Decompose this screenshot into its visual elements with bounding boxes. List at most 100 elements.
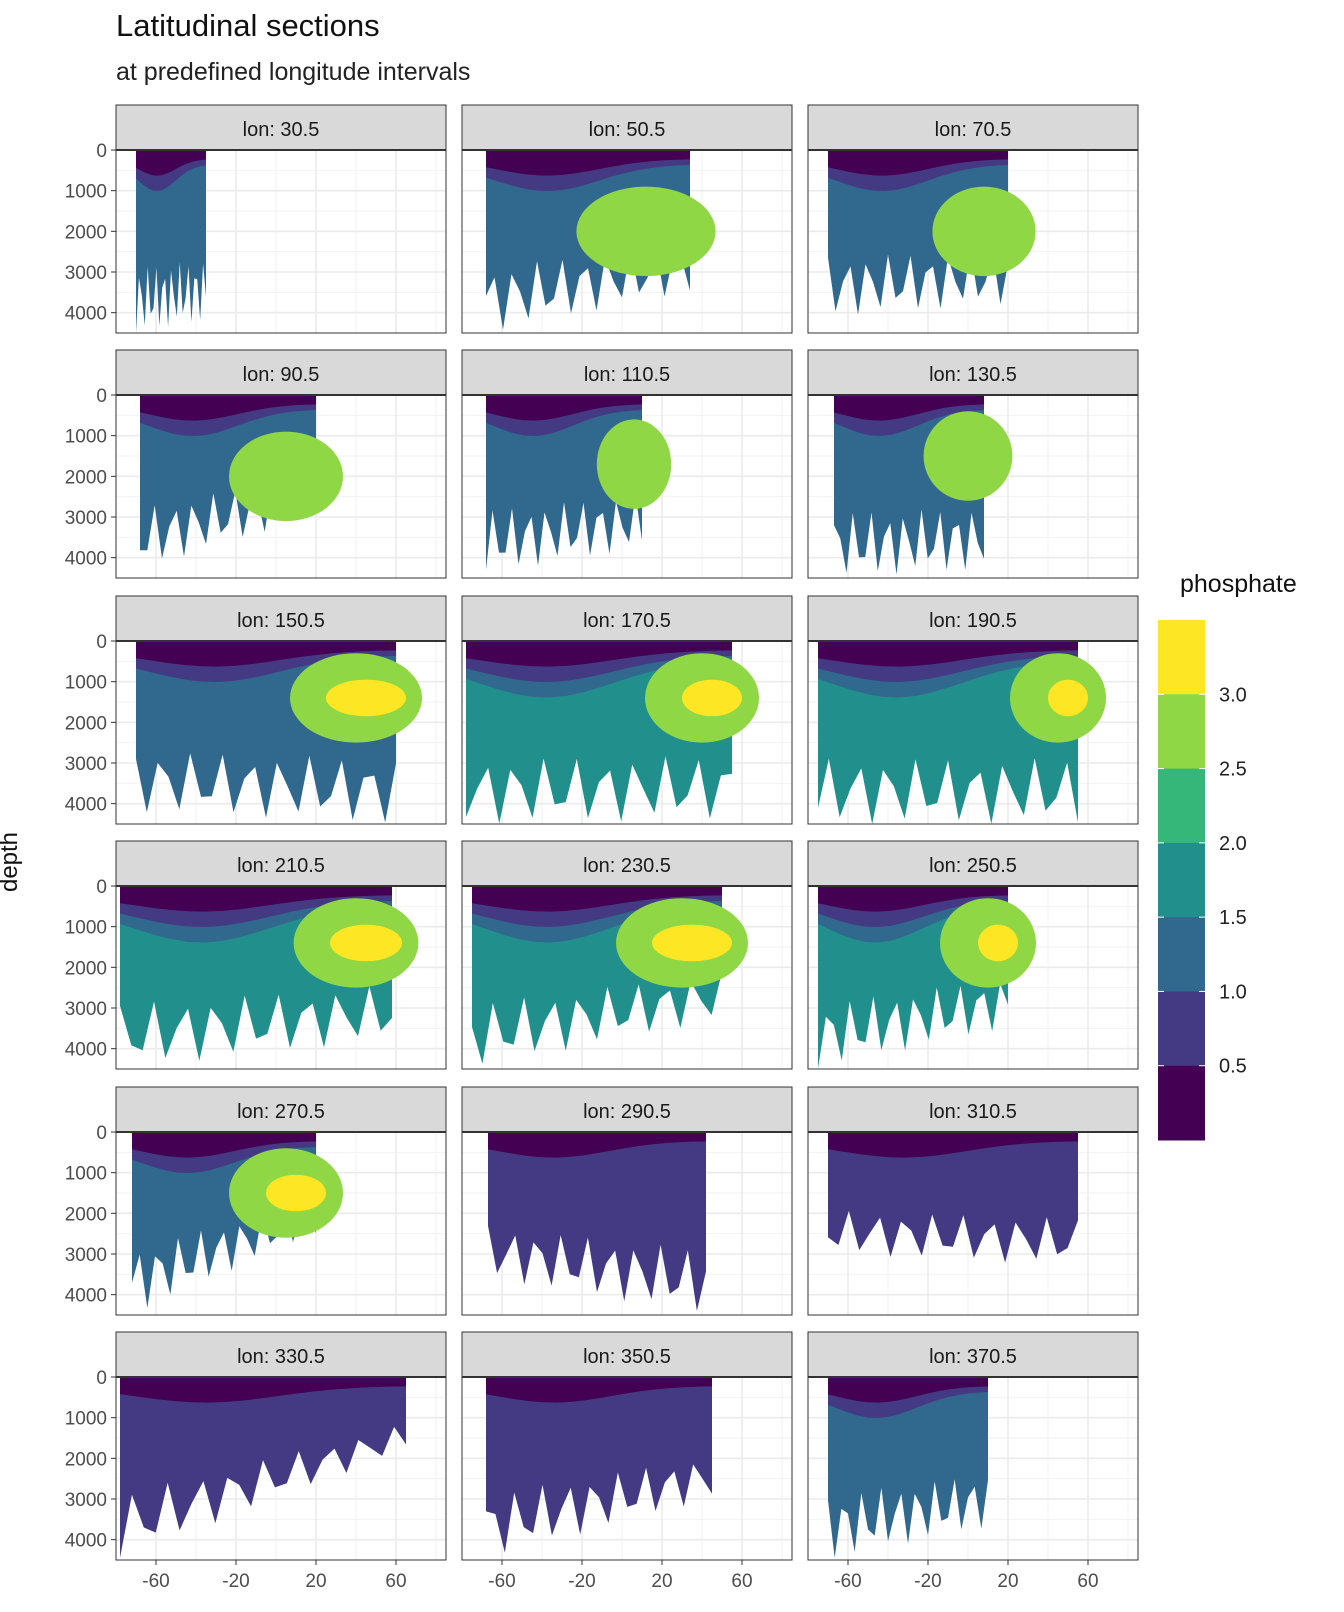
facet-label: lon: 230.5 xyxy=(583,855,671,877)
facet-panel: lon: 170.5 xyxy=(461,595,793,825)
surface-band xyxy=(466,641,732,667)
section-field xyxy=(140,395,343,559)
legend-swatch xyxy=(1158,1065,1205,1141)
legend-label: 3.0 xyxy=(1219,684,1247,706)
facet-label: lon: 310.5 xyxy=(929,1101,1017,1123)
facet-strip xyxy=(807,104,1139,151)
panel-border xyxy=(115,394,447,579)
panel-border xyxy=(461,885,793,1070)
y-tick-label: 3000 xyxy=(65,263,107,284)
section-field xyxy=(120,886,419,1061)
intrusion-core xyxy=(330,924,402,962)
intrusion-region xyxy=(932,186,1036,277)
y-tick-label: 4000 xyxy=(65,795,107,816)
panel-border xyxy=(461,149,793,334)
y-tick-label: 4000 xyxy=(65,1040,107,1061)
facet-strip xyxy=(115,595,447,642)
section-field xyxy=(486,150,716,330)
section-field xyxy=(120,1377,406,1558)
facet-panel: lon: 70.5 xyxy=(807,104,1139,334)
section-field xyxy=(136,150,206,333)
facet-panel: lon: 130.5 xyxy=(807,349,1139,579)
panel-border xyxy=(807,149,1139,334)
panel-border xyxy=(115,1131,447,1316)
legend-swatch xyxy=(1158,694,1205,770)
section-field xyxy=(472,886,748,1064)
chart-title: Latitudinal sections xyxy=(116,8,380,43)
surface-band xyxy=(488,1132,706,1158)
y-tick-label: 3000 xyxy=(65,508,107,529)
intrusion-region xyxy=(576,186,716,277)
facet-label: lon: 170.5 xyxy=(583,610,671,632)
y-tick-label: 0 xyxy=(96,1123,107,1144)
facet-panel: lon: 330.5 0 1000 2000 3000 4000 -60 -20 20 60 xyxy=(65,1331,447,1592)
x-tick-label: -60 xyxy=(142,1571,169,1592)
panel-border xyxy=(807,885,1139,1070)
facet-label: lon: 350.5 xyxy=(583,1346,671,1368)
y-tick-label: 4000 xyxy=(65,549,107,570)
deep-water-region xyxy=(136,150,206,333)
facet-panel: lon: 190.5 xyxy=(807,595,1139,825)
legend-label: 2.0 xyxy=(1219,833,1247,855)
y-tick-label: 2000 xyxy=(65,1449,107,1470)
y-tick-label: 1000 xyxy=(65,1164,107,1185)
y-tick-label: 4000 xyxy=(65,1286,107,1307)
x-tick-label: 20 xyxy=(305,1571,326,1592)
surface-band xyxy=(136,641,396,667)
facet-label: lon: 250.5 xyxy=(929,855,1017,877)
legend: 3.0 2.5 2.0 1.5 1.0 0.5 xyxy=(1158,620,1247,1141)
x-tick-label: 20 xyxy=(997,1571,1018,1592)
facet-panel: lon: 230.5 xyxy=(461,840,793,1070)
y-tick-label: 3000 xyxy=(65,754,107,775)
facet-strip xyxy=(115,349,447,396)
facet-label: lon: 270.5 xyxy=(237,1101,325,1123)
facet-label: lon: 110.5 xyxy=(584,364,670,386)
legend-label: 2.5 xyxy=(1219,759,1247,781)
x-tick-label: -20 xyxy=(222,1571,249,1592)
intrusion-core xyxy=(1048,679,1088,717)
y-tick-label: 2000 xyxy=(65,467,107,488)
intrusion-core xyxy=(682,679,742,717)
surface-band xyxy=(818,641,1078,667)
x-tick-label: -20 xyxy=(914,1571,941,1592)
facet-strip xyxy=(807,1086,1139,1133)
intrusion-core xyxy=(652,924,732,962)
intrusion-region xyxy=(596,419,672,509)
y-tick-label: 1000 xyxy=(65,1409,107,1430)
intrusion-region xyxy=(229,431,343,522)
panel-border xyxy=(807,394,1139,579)
section-field xyxy=(828,150,1036,315)
section-field xyxy=(818,886,1036,1069)
facet-panel: lon: 370.5 -60 -20 20 60 xyxy=(807,1331,1139,1592)
y-tick-label: 0 xyxy=(96,632,107,653)
x-tick-label: 60 xyxy=(385,1571,406,1592)
y-tick-label: 1000 xyxy=(65,918,107,939)
facet-label: lon: 150.5 xyxy=(237,610,325,632)
y-tick-label: 3000 xyxy=(65,1245,107,1266)
section-field xyxy=(818,641,1106,824)
legend-swatch xyxy=(1158,768,1205,844)
y-tick-label: 0 xyxy=(96,1368,107,1389)
x-tick-label: 60 xyxy=(1077,1571,1098,1592)
y-tick-label: 2000 xyxy=(65,1204,107,1225)
facet-panel: lon: 30.5 0 1000 2000 3000 4000 xyxy=(65,104,447,334)
section-field xyxy=(466,641,759,824)
facet-strip xyxy=(807,1331,1139,1378)
x-tick-label: -60 xyxy=(834,1571,861,1592)
panel-border xyxy=(807,1376,1139,1561)
facet-strip xyxy=(461,1086,793,1133)
facet-panel: lon: 350.5 -60 -20 20 60 xyxy=(461,1331,793,1592)
facet-panel: lon: 90.5 0 1000 2000 3000 4000 xyxy=(65,349,447,579)
section-field xyxy=(486,395,672,570)
y-tick-label: 0 xyxy=(96,877,107,898)
surface-band xyxy=(828,1132,1078,1158)
facet-strip xyxy=(461,595,793,642)
facet-label: lon: 290.5 xyxy=(583,1101,671,1123)
x-tick-label: -60 xyxy=(488,1571,515,1592)
legend-title: phosphate xyxy=(1180,570,1297,598)
section-field xyxy=(828,1377,988,1558)
facet-strip xyxy=(461,840,793,887)
intrusion-core xyxy=(978,924,1018,962)
facet-strip xyxy=(461,104,793,151)
legend-swatch xyxy=(1158,842,1205,918)
